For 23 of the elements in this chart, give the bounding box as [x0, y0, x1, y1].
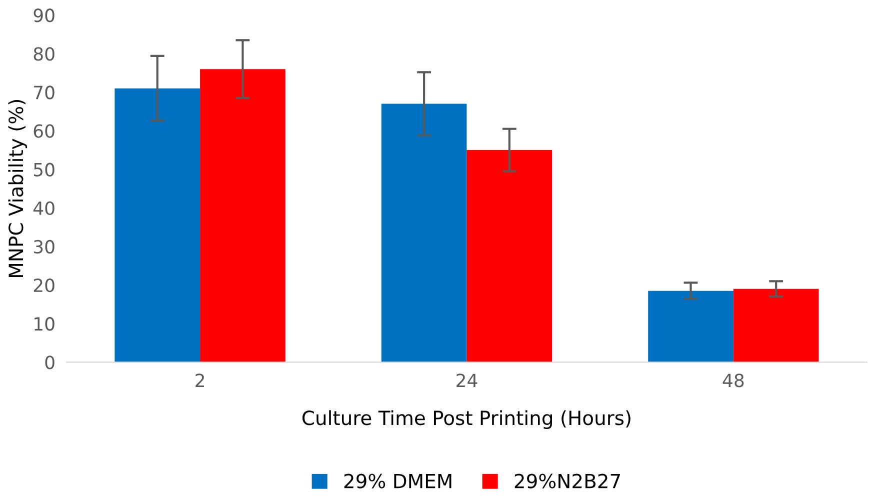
y-tick-label: 10	[34, 317, 54, 331]
y-tick-label: 0	[45, 356, 54, 370]
legend-label: 29%N2B27	[514, 474, 620, 488]
bar	[114, 88, 200, 362]
x-tick-label: 48	[722, 374, 744, 388]
y-tick-label: 30	[34, 240, 54, 254]
y-axis-title: MNPC Viability (%)	[8, 100, 28, 277]
bar	[200, 69, 286, 362]
x-tick-label: 2	[196, 374, 204, 387]
y-tick-label: 90	[34, 8, 54, 22]
y-tick-label: 40	[33, 201, 54, 216]
x-tick-label: 24	[456, 374, 478, 387]
legend-label: 29% DMEM	[344, 474, 452, 488]
bar	[381, 104, 467, 362]
bar	[648, 290, 734, 362]
bar	[733, 288, 819, 362]
y-tick-label: 80	[34, 47, 54, 61]
x-axis-title: Culture Time Post Printing (Hours)	[302, 410, 630, 430]
y-tick-label: 60	[34, 124, 54, 138]
bar	[466, 150, 552, 362]
y-tick-label: 50	[34, 162, 54, 176]
y-tick-label: 20	[34, 278, 54, 292]
y-tick-label: 70	[34, 86, 54, 100]
